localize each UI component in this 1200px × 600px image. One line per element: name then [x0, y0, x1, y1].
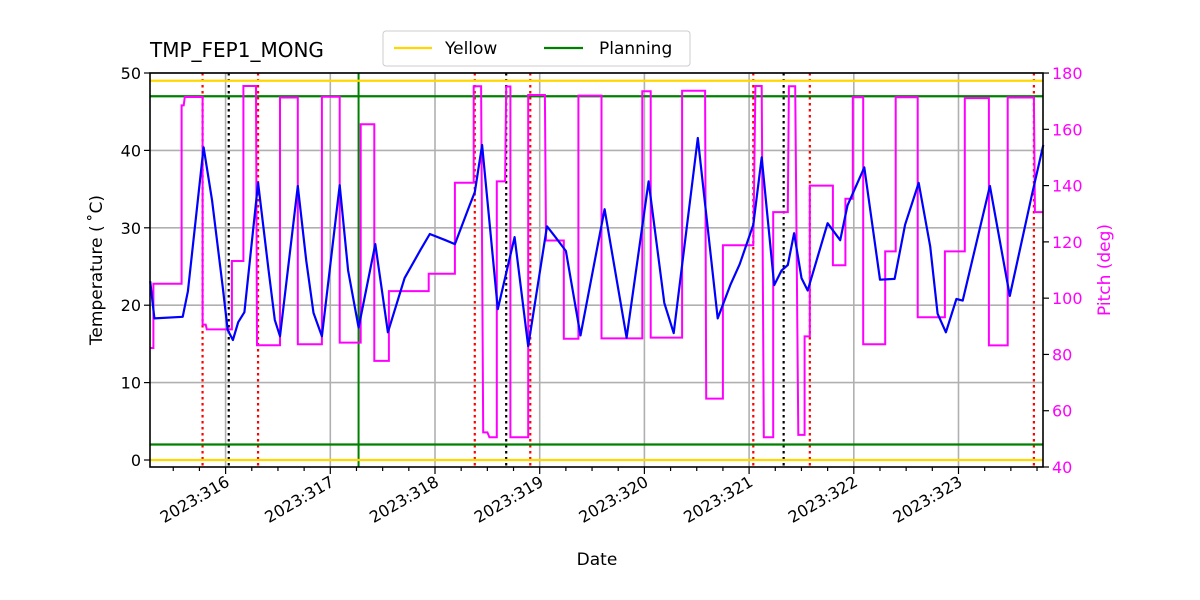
x-tick-label: 2023:317 [261, 472, 337, 527]
x-tick-label: 2023:320 [576, 472, 652, 527]
y-axis-label: Temperature ( ˚C) [86, 195, 107, 346]
y2-tick-label: 140 [1052, 177, 1083, 196]
y2-tick-label: 60 [1052, 402, 1072, 421]
legend-planning-label: Planning [599, 39, 672, 59]
x-tick-label: 2023:321 [680, 472, 756, 527]
grid-lines [150, 72, 1043, 467]
temperature-series-line [149, 136, 1045, 348]
y-tick-label: 10 [121, 374, 141, 393]
limit-lines [150, 79, 1043, 462]
legend: Yellow Planning [382, 30, 691, 67]
x-tick-label: 2023:319 [471, 472, 547, 527]
y2-axis-label: Pitch (deg) [1095, 224, 1115, 316]
pitch-series-line [150, 85, 1044, 439]
y2-axis-ticks: 40 60 80 100 120 140 160 180 [1043, 64, 1083, 477]
y-axis-ticks: 0 10 20 30 40 50 [121, 64, 150, 470]
y2-tick-label: 80 [1052, 345, 1072, 364]
y2-tick-label: 120 [1052, 233, 1083, 252]
chart-title: TMP_FEP1_MONG [149, 38, 324, 62]
y2-tick-label: 100 [1052, 289, 1083, 308]
y-tick-label: 30 [121, 219, 141, 238]
x-axis-ticks: 2023:316 2023:317 2023:318 2023:319 2023:320… [157, 467, 1038, 527]
x-axis-label: Date [577, 550, 618, 570]
y2-tick-label: 40 [1052, 458, 1072, 477]
y2-tick-label: 160 [1052, 120, 1083, 139]
x-tick-label: 2023:318 [366, 472, 442, 527]
x-tick-label: 2023:323 [890, 472, 966, 527]
y-tick-label: 50 [121, 64, 141, 83]
y2-tick-label: 180 [1052, 64, 1083, 83]
axes-frame [149, 72, 1044, 468]
legend-yellow-label: Yellow [444, 39, 497, 59]
y-tick-label: 40 [121, 141, 141, 160]
event-lines [201, 73, 1035, 467]
x-tick-label: 2023:322 [785, 472, 861, 527]
y-tick-label: 0 [131, 451, 141, 470]
y-tick-label: 20 [121, 296, 141, 315]
x-tick-label: 2023:316 [157, 472, 233, 527]
